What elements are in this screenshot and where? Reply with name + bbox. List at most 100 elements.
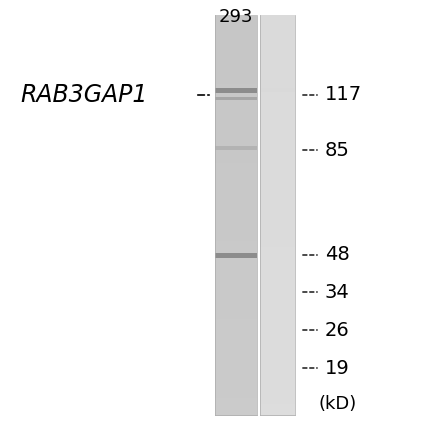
Bar	[260, 52, 295, 53]
Bar	[260, 343, 295, 344]
Bar	[260, 281, 295, 283]
Bar	[260, 267, 295, 269]
Bar	[215, 222, 257, 224]
Bar	[215, 214, 257, 216]
Bar	[215, 181, 257, 183]
Bar	[215, 153, 257, 154]
Bar	[260, 400, 295, 401]
Bar	[215, 268, 257, 269]
Bar	[260, 204, 295, 206]
Bar	[215, 63, 257, 64]
Bar	[260, 150, 295, 152]
Bar	[215, 66, 257, 67]
Bar	[260, 96, 295, 97]
Bar	[260, 93, 295, 94]
Bar	[260, 76, 295, 78]
Bar	[215, 228, 257, 229]
Bar	[215, 194, 257, 195]
Bar	[260, 388, 295, 389]
Bar	[215, 58, 257, 60]
Bar	[215, 132, 257, 134]
Bar	[215, 140, 257, 142]
Bar	[215, 414, 257, 415]
Bar	[260, 32, 295, 34]
Bar	[260, 180, 295, 182]
Bar	[260, 249, 295, 250]
Bar	[215, 150, 257, 152]
Bar	[215, 356, 257, 358]
Bar	[215, 316, 257, 318]
Bar	[260, 280, 295, 281]
Bar	[215, 309, 257, 310]
Bar	[215, 97, 257, 100]
Bar	[215, 313, 257, 314]
Bar	[260, 94, 295, 96]
Bar	[260, 17, 295, 19]
Bar	[260, 377, 295, 378]
Bar	[215, 22, 257, 23]
Bar	[215, 187, 257, 188]
Bar	[260, 34, 295, 35]
Bar	[260, 227, 295, 228]
Bar	[215, 395, 257, 396]
Bar	[215, 361, 257, 363]
Bar	[215, 46, 257, 48]
Bar	[260, 108, 295, 109]
Bar	[260, 294, 295, 295]
Bar	[215, 223, 257, 224]
Bar	[215, 247, 257, 248]
Bar	[260, 104, 295, 105]
Bar	[260, 100, 295, 101]
Bar	[215, 154, 257, 156]
Bar	[215, 157, 257, 158]
Bar	[260, 293, 295, 295]
Bar	[215, 102, 257, 104]
Bar	[260, 322, 295, 324]
Bar	[260, 239, 295, 240]
Bar	[260, 240, 295, 242]
Bar	[215, 212, 257, 213]
Bar	[215, 91, 257, 93]
Bar	[215, 158, 257, 160]
Bar	[260, 286, 295, 288]
Bar	[215, 338, 257, 340]
Bar	[215, 285, 257, 287]
Bar	[260, 352, 295, 354]
Bar	[260, 390, 295, 392]
Bar	[215, 262, 257, 264]
Bar	[260, 300, 295, 302]
Bar	[215, 282, 257, 284]
Bar	[215, 363, 257, 365]
Bar	[215, 227, 257, 228]
Bar	[260, 271, 295, 273]
Bar	[260, 186, 295, 187]
Bar	[260, 195, 295, 197]
Bar	[260, 406, 295, 407]
Bar	[215, 263, 257, 265]
Bar	[215, 325, 257, 326]
Bar	[215, 119, 257, 120]
Bar	[215, 162, 257, 164]
Bar	[260, 158, 295, 160]
Bar	[260, 175, 295, 176]
Bar	[215, 93, 257, 94]
Bar	[215, 355, 257, 356]
Bar	[260, 231, 295, 232]
Bar	[215, 48, 257, 49]
Bar	[215, 229, 257, 231]
Bar	[260, 312, 295, 314]
Bar	[260, 183, 295, 184]
Bar	[260, 29, 295, 30]
Bar	[260, 303, 295, 304]
Bar	[215, 78, 257, 79]
Bar	[260, 275, 295, 277]
Bar	[260, 248, 295, 250]
Bar	[215, 230, 257, 232]
Bar	[215, 62, 257, 64]
Bar	[260, 48, 295, 49]
Bar	[215, 381, 257, 382]
Bar	[260, 349, 295, 351]
Bar	[215, 409, 257, 411]
Bar	[215, 288, 257, 289]
Bar	[260, 371, 295, 373]
